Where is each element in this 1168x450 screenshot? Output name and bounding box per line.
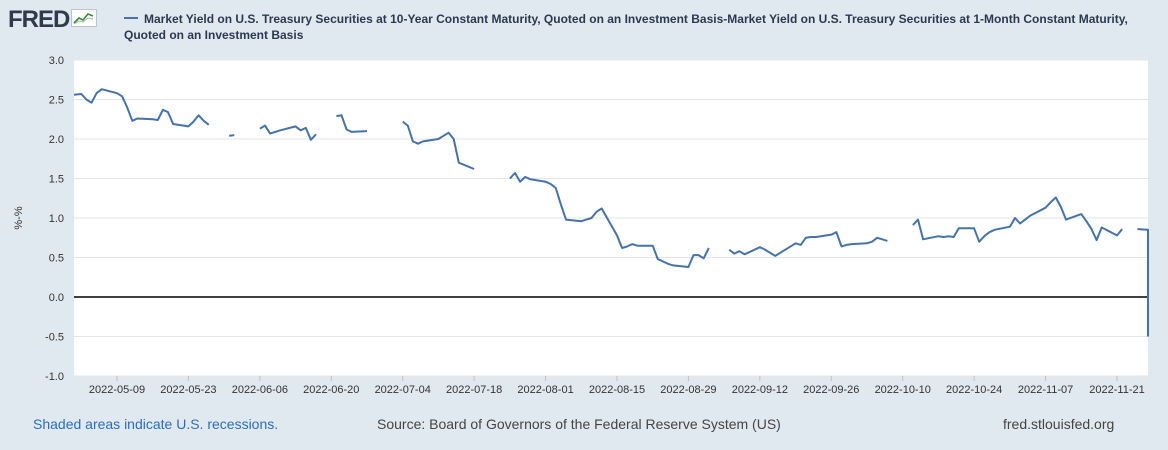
y-axis: 3.0 2.5 2.0 1.5 1.0 0.5 0.0 -0.5 -1.0 [45,55,64,383]
y-tick-label: 1.5 [49,174,64,186]
series-segment [728,231,888,257]
x-axis: 2022-05-09 2022-05-23 2022-06-06 2022-06-20… [89,376,1145,396]
fred-logo-text: FRED [8,6,70,33]
x-tick-label: 2022-07-04 [375,384,431,396]
x-tick-label: 2022-11-07 [1018,384,1073,396]
fred-logo[interactable]: FRED [8,6,98,34]
x-tick-label: 2022-09-26 [803,384,859,396]
source-note: Source: Board of Governors of the Federa… [377,416,781,432]
y-axis-title: %-% [13,206,25,229]
x-tick-label: 2022-11-21 [1089,384,1144,396]
x-tick-label: 2022-09-12 [732,384,788,396]
legend-series-name: Market Yield on U.S. Treasury Securities… [124,12,1128,42]
x-tick-label: 2022-05-09 [89,384,145,396]
series-line [73,88,1149,337]
x-tick-label: 2022-08-29 [660,384,716,396]
y-tick-label: 2.5 [49,95,64,107]
series-segment [259,124,317,141]
x-tick-label: 2022-05-23 [160,384,216,396]
chart-header: FRED Market Yield on U.S. Treasury Secur… [0,0,1168,50]
y-tick-label: -0.5 [45,332,64,344]
x-tick-label: 2022-06-06 [232,384,288,396]
series-segment [402,120,475,170]
series-segment [1137,228,1149,288]
x-tick-label: 2022-10-24 [946,384,1002,396]
y-tick-label: 0.5 [49,253,64,265]
x-tick-label: 2022-08-15 [589,384,645,396]
x-tick-label: 2022-08-01 [517,384,573,396]
series-segment [229,134,235,137]
trend-line-icon [71,8,98,32]
x-tick-label: 2022-06-20 [303,384,359,396]
y-tick-label: 2.0 [49,134,64,146]
series-segment [912,196,1123,243]
chart-legend: Market Yield on U.S. Treasury Securities… [124,11,1154,43]
site-link[interactable]: fred.stlouisfed.org [1003,416,1115,432]
y-tick-label: 0.0 [49,292,64,304]
legend-swatch [124,16,138,19]
series-segment [73,88,210,128]
y-tick-label: -1.0 [45,371,64,383]
x-tick-label: 2022-07-18 [446,384,502,396]
y-tick-label: 3.0 [49,55,64,67]
x-tick-label: 2022-10-10 [875,384,931,396]
series-segment [336,114,368,133]
recession-note[interactable]: Shaded areas indicate U.S. recessions. [33,416,279,432]
y-tick-label: 1.0 [49,213,64,225]
series-segment [509,172,710,268]
